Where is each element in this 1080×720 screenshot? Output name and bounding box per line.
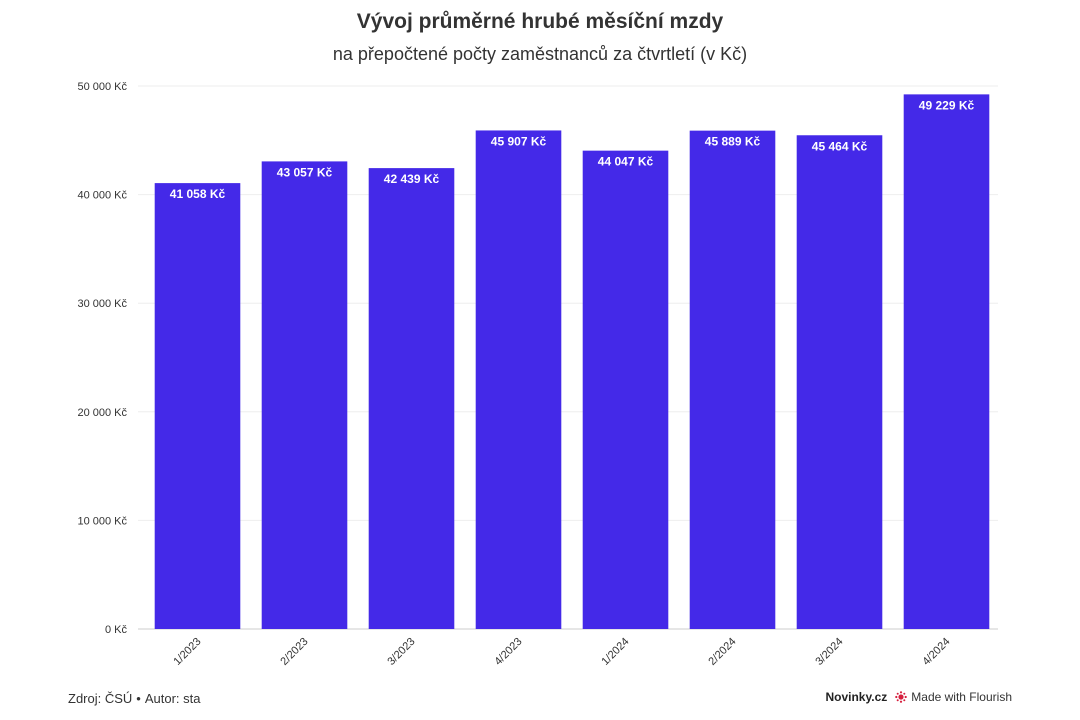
made-with-flourish: Made with Flourish (911, 690, 1012, 704)
brand-logo[interactable]: Novinky.cz (825, 690, 888, 704)
data-label: 45 889 Kč (705, 135, 761, 149)
y-tick-label: 20 000 Kč (77, 407, 127, 419)
data-label: 49 229 Kč (919, 98, 975, 112)
separator-dot: • (136, 691, 141, 706)
data-label: 42 439 Kč (384, 172, 440, 186)
data-label: 44 047 Kč (598, 155, 654, 169)
chart-title: Vývoj průměrné hrubé měsíční mzdy (356, 10, 724, 33)
x-tick-label: 2/2023 (278, 636, 310, 668)
x-tick-label: 2/2024 (706, 636, 738, 668)
y-tick-label: 10 000 Kč (77, 515, 127, 527)
bar (903, 94, 990, 630)
y-tick-label: 0 Kč (105, 624, 128, 636)
x-tick-label: 1/2024 (599, 636, 631, 668)
footer-branding: Novinky.cz Made with Flourish (825, 690, 1012, 704)
bar (582, 150, 669, 629)
author-text: Autor: sta (144, 691, 201, 706)
footer-credits: Zdroj: ČSÚ • Autor: sta (68, 691, 201, 706)
bar (154, 183, 241, 630)
x-tick-label: 1/2023 (171, 636, 203, 668)
x-tick-label: 3/2023 (385, 636, 417, 668)
data-label: 43 057 Kč (277, 165, 333, 179)
bar (261, 161, 348, 629)
y-tick-label: 30 000 Kč (77, 298, 127, 310)
source-text: Zdroj: ČSÚ (68, 691, 133, 706)
flourish-icon (895, 691, 908, 703)
bar (368, 168, 455, 629)
data-label: 45 464 Kč (812, 139, 868, 153)
data-label: 45 907 Kč (491, 134, 547, 148)
bar (689, 130, 776, 630)
flourish-link[interactable]: Made with Flourish (895, 690, 1012, 704)
x-tick-label: 4/2024 (920, 636, 952, 668)
bar (796, 135, 883, 629)
y-tick-label: 50 000 Kč (77, 81, 127, 93)
chart-subtitle: na přepočtené počty zaměstnanců za čtvrt… (332, 44, 748, 64)
bar (475, 130, 562, 629)
x-tick-label: 4/2023 (492, 636, 524, 668)
data-label: 41 058 Kč (170, 187, 226, 201)
y-tick-label: 40 000 Kč (77, 190, 127, 202)
x-tick-label: 3/2024 (813, 636, 845, 668)
